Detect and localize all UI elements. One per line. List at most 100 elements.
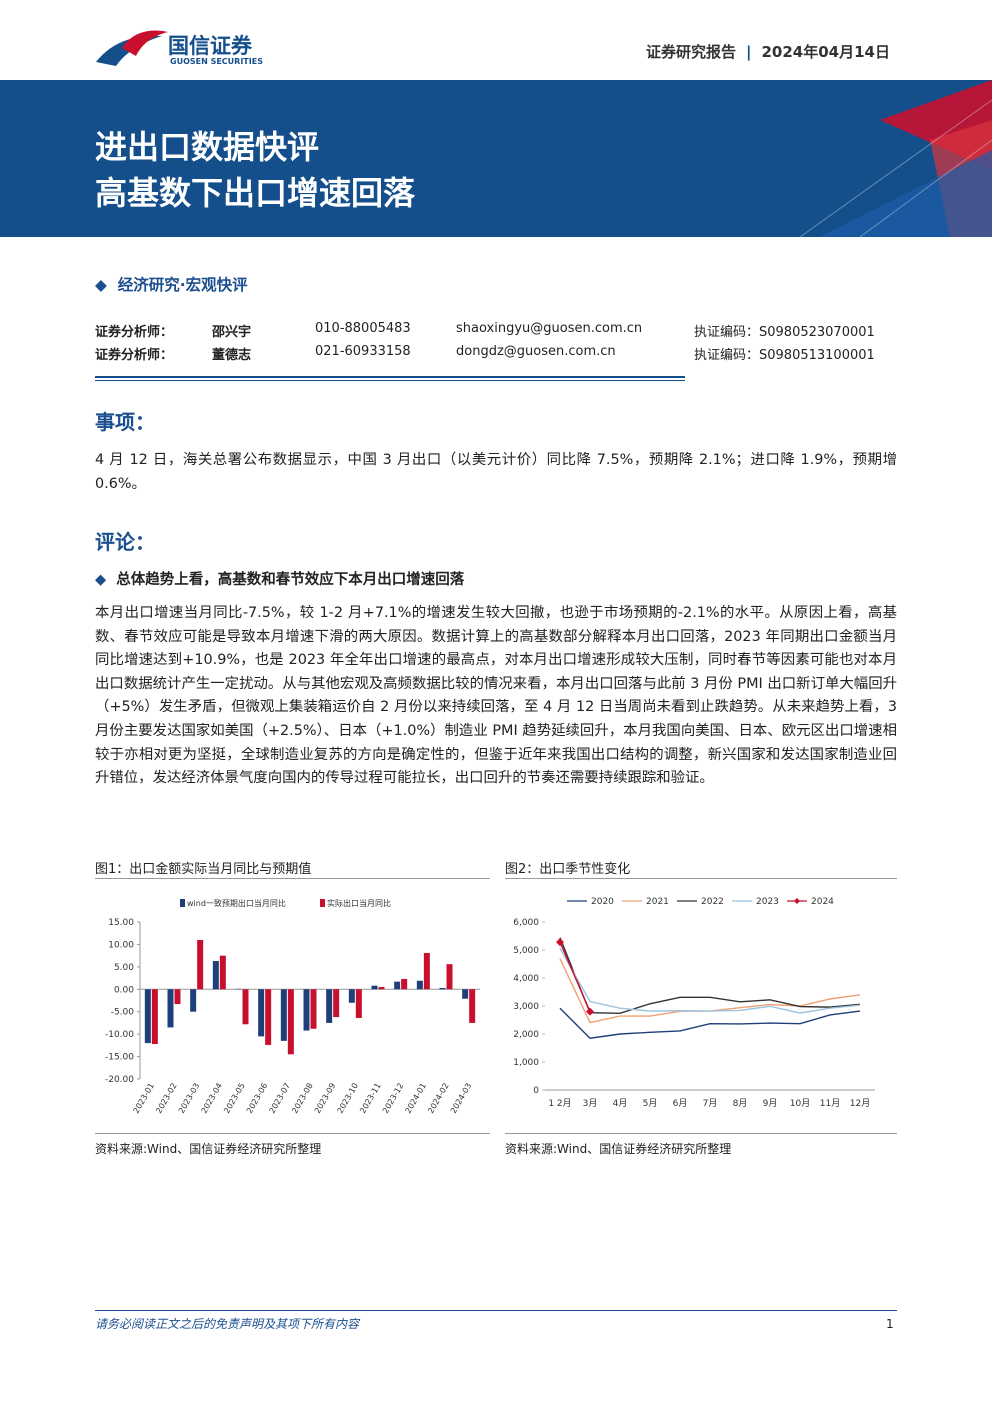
bar: [174, 989, 181, 1005]
y-tick-label: 2,000: [513, 1030, 539, 1040]
y-tick-label: 6,000: [513, 918, 539, 928]
x-tick-label: 5月: [643, 1098, 658, 1109]
bar: [287, 989, 294, 1055]
analyst-cell: 邵兴宇: [212, 325, 252, 340]
x-tick-label: 4月: [613, 1098, 628, 1109]
legend-label: 2023: [756, 897, 779, 907]
logo-mark: [96, 30, 168, 66]
legend-label: 实际出口当月同比: [327, 898, 391, 908]
figure-source: 资料来源:Wind、国信证券经济研究所整理: [505, 1142, 732, 1156]
bar: [469, 989, 476, 1023]
analyst-cell: 021-60933158: [315, 344, 411, 359]
bar: [333, 989, 340, 1018]
bar: [348, 989, 355, 1003]
legend-swatch: [320, 899, 325, 907]
y-tick-label: 10.00: [108, 940, 134, 950]
x-tick-label: 2023-09: [313, 1082, 338, 1115]
x-tick-label: 2023-03: [177, 1082, 202, 1115]
analyst-cell: shaoxingyu@guosen.com.cn: [456, 321, 643, 336]
bar: [371, 985, 378, 990]
point-marker: [586, 1007, 594, 1016]
legend-label: 2021: [646, 897, 669, 907]
legend-label: wind一致预期出口当月同比: [187, 898, 286, 908]
x-tick-label: 12月: [850, 1098, 870, 1109]
legend-label: 2020: [591, 897, 614, 907]
disclaimer: 请务必阅读正文之后的免责声明及其项下所有内容: [95, 1317, 360, 1331]
bar: [310, 989, 317, 1029]
logo-subtext: GUOSEN SECURITIES: [170, 57, 263, 66]
bar: [355, 989, 362, 1018]
y-tick-label: 0.00: [114, 985, 134, 995]
bar: [326, 989, 333, 1023]
analyst-cell: 证券分析师：: [95, 325, 174, 340]
y-tick-label: 15.00: [108, 918, 134, 928]
figure-source: 资料来源:Wind、国信证券经济研究所整理: [95, 1142, 322, 1156]
bar: [219, 955, 226, 990]
chart: 0 1,000 2,000 3,000 4,000 5,000 6,000 1 2月 3月 4月 5…: [513, 897, 875, 1109]
series-line: [559, 947, 861, 1014]
bar: [446, 964, 453, 990]
y-tick-label: -20.00: [105, 1075, 134, 1085]
analyst-cell: dongdz@guosen.com.cn: [456, 344, 616, 359]
x-tick-label: 1 2月: [548, 1098, 571, 1109]
point-marker: [556, 938, 564, 947]
x-tick-label: 2023-06: [245, 1082, 270, 1115]
figure-caption: 图1：出口金额实际当月同比与预期值: [95, 862, 312, 877]
report-title: 进出口数据快评: [95, 128, 320, 166]
x-tick-label: 9月: [763, 1098, 778, 1109]
analyst-cell: 010-88005483: [315, 321, 411, 336]
rule: [95, 1133, 490, 1134]
y-tick-label: 5.00: [114, 963, 134, 973]
legend-marker: [794, 898, 800, 904]
y-tick-label: -5.00: [111, 1008, 135, 1018]
paragraph: 本月出口增速当月同比-7.5%，较 1-2 月+7.1%的增速发生较大回撤，也逊…: [95, 605, 897, 787]
header-right: 证券研究报告 | 2024年04月14日: [646, 41, 890, 62]
rule: [505, 878, 897, 879]
y-tick-label: -15.00: [105, 1053, 134, 1063]
x-tick-label: 2023-11: [358, 1082, 383, 1115]
rule: [95, 878, 490, 879]
bar: [151, 989, 158, 1045]
legend-swatch: [180, 899, 185, 907]
section-heading: 评论：: [95, 530, 155, 554]
x-tick-label: 2023-12: [381, 1082, 406, 1115]
legend-label: 2022: [701, 897, 724, 907]
divider: [95, 376, 685, 381]
bar: [265, 989, 272, 1045]
footer-rule: [95, 1310, 897, 1311]
bar: [462, 989, 469, 999]
analyst-cell: 执证编码：S0980513100001: [694, 348, 875, 363]
y-tick-label: 1,000: [513, 1058, 539, 1068]
bar: [280, 989, 287, 1041]
analyst-cell: 证券分析师：: [95, 348, 174, 363]
report-subtitle: 高基数下出口增速回落: [95, 174, 416, 212]
bar: [394, 981, 401, 990]
rule: [505, 1133, 897, 1134]
analyst-cell: 执证编码：S0980523070001: [694, 325, 875, 340]
section-heading: 事项：: [95, 410, 155, 434]
legend-label: 2024: [811, 897, 834, 907]
bar: [197, 939, 204, 990]
bar: [423, 952, 430, 990]
subheading: ◆ 总体趋势上看，高基数和春节效应下本月出口增速回落: [95, 572, 465, 588]
x-tick-label: 2024-01: [404, 1082, 429, 1115]
report-type: 证券研究报告: [646, 43, 737, 61]
analyst-cell: 董德志: [212, 348, 252, 363]
bar: [401, 978, 408, 990]
y-tick-label: 3,000: [513, 1002, 539, 1012]
logo-text: 国信证券: [168, 34, 252, 58]
bar: [439, 987, 446, 990]
x-tick-label: 2024-03: [449, 1082, 474, 1115]
bar: [167, 989, 174, 1028]
x-tick-label: 2023-04: [200, 1082, 225, 1115]
bar: [212, 961, 219, 990]
series-line: [559, 1007, 861, 1039]
bar: [416, 980, 423, 990]
bar: [242, 989, 249, 1025]
banner-decoration: [799, 80, 992, 237]
paragraph: 4 月 12 日，海关总署公布数据显示，中国 3 月出口（以美元计价）同比降 7…: [95, 452, 897, 492]
x-tick-label: 2023-02: [154, 1082, 179, 1115]
x-tick-label: 11月: [820, 1098, 840, 1109]
y-tick-label: 0: [533, 1086, 539, 1096]
